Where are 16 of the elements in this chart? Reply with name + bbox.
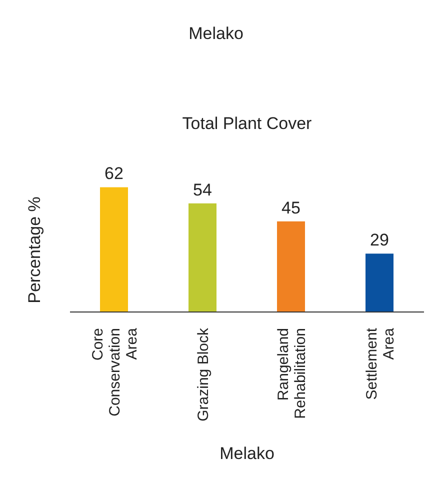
x-tick-label: Core Conservation Area xyxy=(89,327,140,416)
bar xyxy=(366,254,394,312)
data-label: 29 xyxy=(370,230,389,250)
chart-subtitle: Total Plant Cover xyxy=(181,114,313,134)
bar xyxy=(277,221,305,312)
bar xyxy=(188,203,216,312)
data-label: 45 xyxy=(282,198,300,218)
x-tick-label: Rangeland Rehabilitation xyxy=(274,328,309,419)
chart-title: Melako xyxy=(188,24,244,44)
bar xyxy=(100,187,128,312)
x-tick-label: Grazing Block xyxy=(194,328,212,422)
y-axis-title: Percentage % xyxy=(25,196,45,304)
x-axis-title: Melako xyxy=(218,444,276,464)
data-label: 62 xyxy=(104,164,124,184)
data-label: 54 xyxy=(193,180,212,200)
x-tick-label: Settlement Area xyxy=(363,327,398,400)
